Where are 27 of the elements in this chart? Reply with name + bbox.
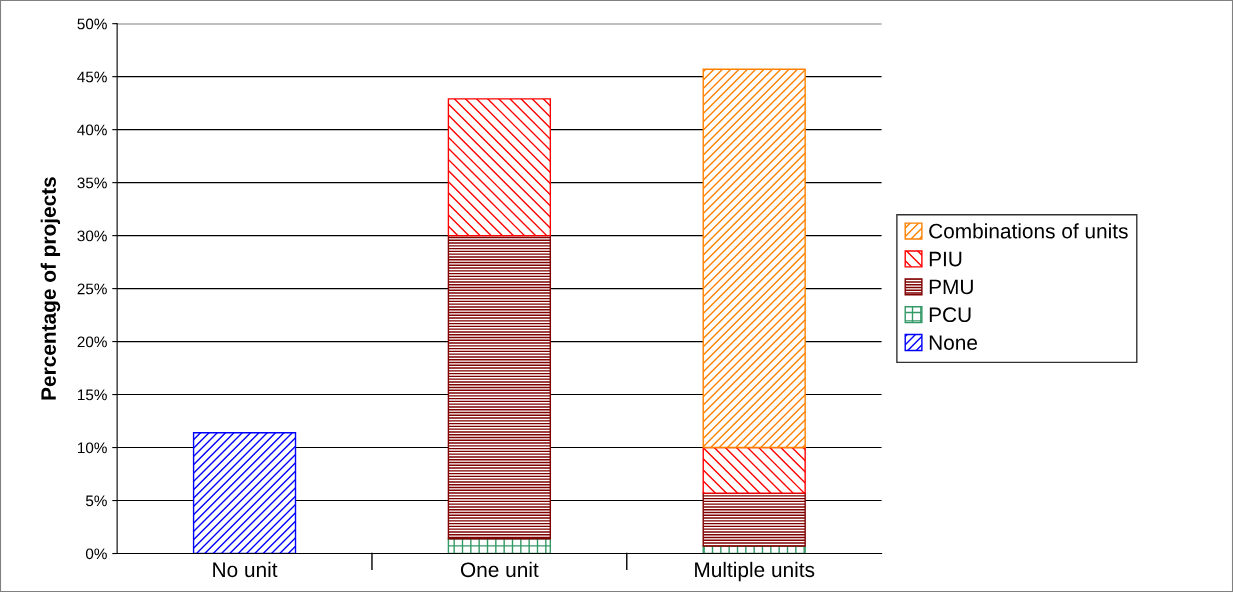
bar [447, 98, 552, 237]
bar [702, 68, 806, 449]
legend-label: PCU [929, 307, 971, 323]
x-tick-label: No unit [213, 561, 278, 578]
y-tick-label: 40% [77, 124, 107, 136]
y-tick-label: 0% [85, 548, 107, 560]
legend-label: None [929, 335, 978, 350]
legend-label: Combinations of units [929, 223, 1128, 239]
y-tick-label: 45% [77, 71, 107, 83]
y-tick-label: 20% [77, 336, 107, 348]
bar [447, 537, 552, 554]
x-tick-label: Multiple units [695, 561, 815, 582]
bar [702, 446, 806, 494]
y-tick-label: 15% [78, 389, 107, 401]
y-tick-label: 35% [77, 177, 107, 189]
legend-label: PMU [929, 279, 973, 295]
y-tick-label: 30% [77, 230, 107, 242]
legend-label: PIU [929, 251, 962, 267]
y-tick-label: 25% [77, 283, 107, 295]
x-tick-label: One unit [460, 561, 539, 578]
y-tick-label: 10% [78, 442, 107, 454]
y-tick-label: 5% [85, 495, 107, 507]
y-tick-label: 50% [77, 18, 107, 30]
bar [702, 492, 806, 547]
bar [192, 432, 297, 554]
bar [447, 234, 552, 540]
y-axis-title: Percentage of projects [40, 177, 61, 400]
